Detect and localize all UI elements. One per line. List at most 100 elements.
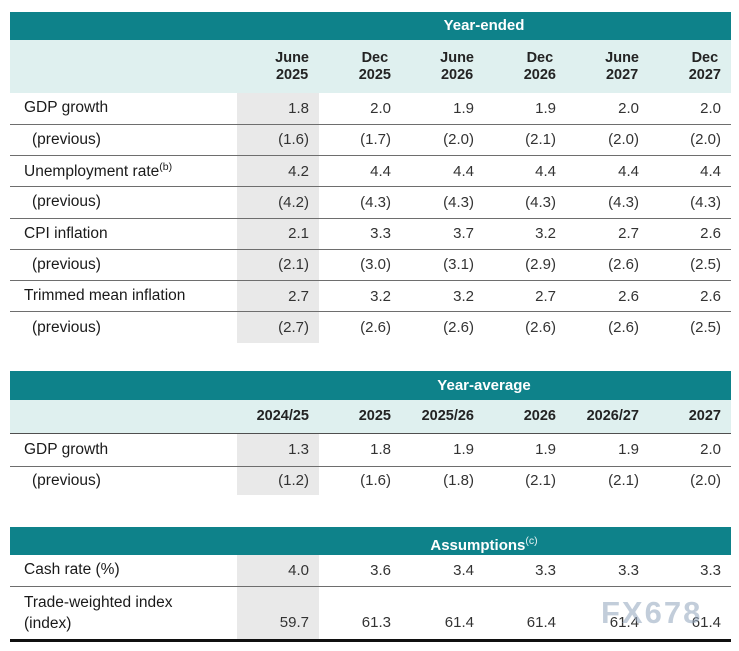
cell-value: (2.6) — [566, 249, 649, 282]
cell-value: (1.7) — [319, 124, 401, 157]
row-label: Unemployment rate(b) — [10, 155, 237, 188]
cell-value: 1.3 — [237, 433, 319, 467]
column-header: 2027 — [649, 400, 731, 434]
row-label: (previous) — [10, 249, 237, 282]
cell-value: (4.3) — [401, 186, 484, 219]
column-header: 2024/25 — [237, 400, 319, 434]
table-row-gdp-previous: (previous) (1.6) (1.7) (2.0) (2.1) (2.0)… — [10, 124, 731, 157]
cell-value: (2.0) — [566, 124, 649, 157]
assumptions-title-bar: Assumptions(c) — [10, 527, 731, 555]
cell-value: (1.6) — [237, 124, 319, 157]
column-header: June 2025 — [237, 40, 319, 93]
cell-value: 3.3 — [649, 555, 731, 587]
cell-value: 1.8 — [237, 93, 319, 125]
cell-value: 3.6 — [319, 555, 401, 587]
cell-value: (3.1) — [401, 249, 484, 282]
table-row-cash-rate: Cash rate (%) 4.0 3.6 3.4 3.3 3.3 3.3 — [10, 555, 731, 587]
cell-value: 2.7 — [566, 218, 649, 250]
cell-value: (2.6) — [360, 319, 391, 337]
cell-value: 2.7 — [484, 280, 566, 313]
cell-value: 1.9 — [484, 433, 566, 467]
assumptions-table: Cash rate (%) 4.0 3.6 3.4 3.3 3.3 3.3 Tr… — [10, 555, 731, 642]
column-header-label: 2025 — [358, 408, 391, 425]
table-row-unemployment: Unemployment rate(b) 4.2 4.4 4.4 4.4 4.4… — [10, 155, 731, 188]
cell-value: (2.1) — [237, 249, 319, 282]
column-header-label: 2027 — [688, 408, 721, 425]
cell-value: 2.7 — [237, 280, 319, 313]
year-ended-title-bar: Year-ended — [10, 12, 731, 40]
table-assumptions: Assumptions(c) Cash rate (%) 4.0 3.6 3.4… — [10, 527, 731, 642]
cell-value: (4.3) — [649, 186, 731, 219]
cell-value: 1.9 — [401, 433, 484, 467]
year-average-title: Year-average — [437, 377, 531, 394]
cell-value: (2.1) — [608, 472, 639, 490]
table-year-ended: Year-ended June 2025 Dec 2025 June 2026 … — [10, 12, 731, 343]
cell-value: 4.4 — [649, 155, 731, 188]
cell-value: 1.9 — [401, 93, 484, 125]
table-row-trade-weighted-index: Trade-weighted index (index) 59.7 61.3 6… — [10, 586, 731, 642]
cell-value: 2.1 — [237, 218, 319, 250]
column-header-label: Dec 2027 — [688, 49, 721, 83]
cell-value: 2.6 — [649, 280, 731, 313]
table-row-cpi-inflation: CPI inflation 2.1 3.3 3.7 3.2 2.7 2.6 — [10, 218, 731, 250]
cell-value: (1.2) — [237, 466, 319, 495]
cell-value: (4.3) — [566, 186, 649, 219]
cell-value: (3.0) — [319, 249, 401, 282]
column-header-label: 2026 — [523, 408, 556, 425]
cell-value: 2.0 — [319, 93, 401, 125]
column-header-label: Dec 2025 — [358, 49, 391, 83]
year-ended-title: Year-ended — [443, 17, 525, 34]
cell-value: 4.0 — [237, 555, 319, 587]
cell-value: 61.4 — [649, 586, 731, 642]
cell-value: (2.6) — [525, 319, 556, 337]
cell-value: (2.5) — [649, 249, 731, 282]
row-label: CPI inflation — [10, 218, 237, 250]
cell-value: 3.4 — [401, 555, 484, 587]
year-ended-table: June 2025 Dec 2025 June 2026 Dec 2026 Ju… — [10, 40, 731, 343]
table-row-gdp-growth-avg: GDP growth 1.3 1.8 1.9 1.9 1.9 2.0 — [10, 433, 731, 467]
cell-value: (4.3) — [484, 186, 566, 219]
column-header: Dec 2027 — [649, 40, 731, 93]
year-average-title-bar: Year-average — [10, 371, 731, 400]
cell-value: 3.7 — [401, 218, 484, 250]
cell-value: (2.7) — [237, 311, 319, 343]
column-header-label: 2026/27 — [586, 408, 639, 425]
cell-value: (1.8) — [443, 472, 474, 490]
cell-value: 1.9 — [566, 433, 649, 467]
cell-value: (2.1) — [484, 124, 566, 157]
column-header-label: June 2027 — [605, 49, 639, 83]
table-year-average: Year-average 2024/25 2025 2025/26 2026 2… — [10, 371, 731, 495]
row-label: GDP growth — [10, 93, 237, 125]
row-label: (previous) — [32, 318, 101, 336]
cell-value: 3.2 — [319, 280, 401, 313]
column-header-label: Dec 2026 — [523, 49, 556, 83]
table-row-unemployment-previous: (previous) (4.2) (4.3) (4.3) (4.3) (4.3)… — [10, 186, 731, 219]
column-header: 2025/26 — [401, 400, 484, 434]
cell-value: 2.0 — [649, 433, 731, 467]
column-header: 2026/27 — [566, 400, 649, 434]
row-label: Trade-weighted index (index) — [10, 586, 237, 642]
cell-value: 4.4 — [401, 155, 484, 188]
cell-value: 2.6 — [566, 280, 649, 313]
row-label: GDP growth — [10, 433, 237, 467]
cell-value: 4.4 — [319, 155, 401, 188]
footnote-marker: (b) — [159, 161, 173, 174]
footnote-marker: (c) — [525, 535, 538, 547]
cell-value: (2.6) — [443, 319, 474, 337]
cell-value: (4.3) — [319, 186, 401, 219]
assumptions-title-text: Assumptions — [430, 537, 526, 554]
cell-value: 4.4 — [566, 155, 649, 188]
column-header-label: June 2026 — [440, 49, 474, 83]
cell-value: (2.5) — [690, 319, 721, 337]
cell-value: (2.0) — [401, 124, 484, 157]
table-row-trimmed-mean-previous: (previous) (2.7) (2.6) (2.6) (2.6) (2.6)… — [10, 311, 731, 343]
year-average-table: 2024/25 2025 2025/26 2026 2026/27 2027 G… — [10, 400, 731, 495]
cell-value: 1.9 — [484, 93, 566, 125]
cell-value: 3.3 — [484, 555, 566, 587]
row-label: (previous) — [10, 186, 237, 219]
column-header: Dec 2025 — [319, 40, 401, 93]
cell-value: (2.0) — [649, 124, 731, 157]
column-header-label: 2025/26 — [421, 408, 474, 425]
cell-value: 61.4 — [401, 586, 484, 642]
